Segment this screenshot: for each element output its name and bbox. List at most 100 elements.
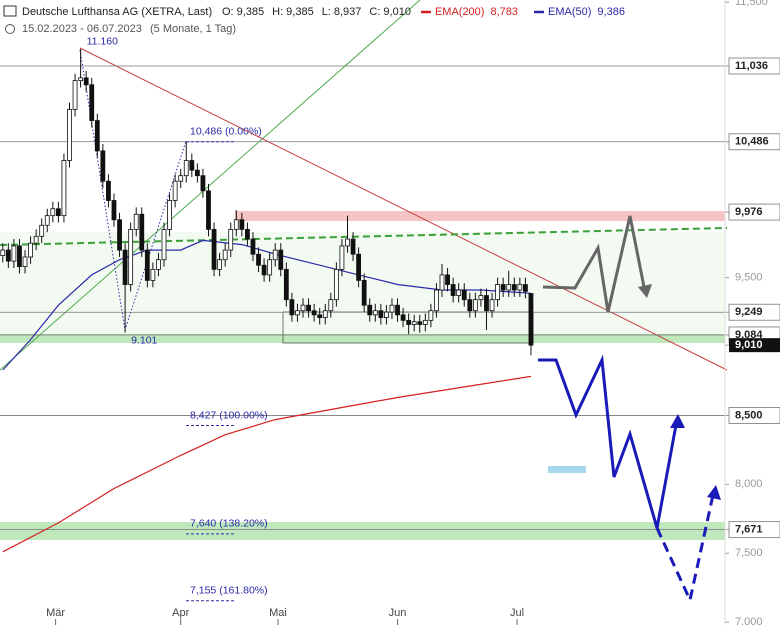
pivot-label: 9.101 <box>131 334 157 346</box>
candle-body <box>361 279 367 306</box>
support-zone <box>0 522 725 540</box>
candle-body <box>367 304 373 316</box>
candle-body <box>395 304 400 316</box>
candle-body <box>528 293 534 346</box>
candle-body <box>267 259 273 276</box>
y-tick-label: 9,500 <box>735 272 763 284</box>
candle-body <box>389 304 395 313</box>
uptrend-line <box>0 0 421 371</box>
candle-body <box>378 310 384 318</box>
legend-value: 9,386 <box>597 6 625 18</box>
candle-body <box>495 284 501 301</box>
candle-body <box>156 259 161 270</box>
candle-body <box>467 299 473 312</box>
candle-body <box>17 245 22 268</box>
target-marker <box>548 466 586 473</box>
candle-body <box>295 310 300 316</box>
x-tick-label: Mai <box>269 607 287 619</box>
candle-body <box>211 229 217 270</box>
candle-body <box>350 238 356 255</box>
quote-value: 9,010 <box>383 6 411 18</box>
plot <box>0 1 729 623</box>
y-tick-label: 11,036 <box>735 60 768 72</box>
candle-body <box>144 249 150 281</box>
candle-body <box>272 249 278 261</box>
quote-name: L: <box>322 6 331 18</box>
candle-body <box>183 160 189 177</box>
candle-body <box>472 299 478 312</box>
candle-body <box>178 175 184 182</box>
x-tick-label: Mär <box>46 607 65 619</box>
pivot-label: 11.160 <box>87 36 118 48</box>
candle-body <box>300 304 306 312</box>
candle-body <box>278 249 284 270</box>
y-tick-label: 9,249 <box>735 306 763 318</box>
candle-body <box>239 219 245 230</box>
candle-body <box>78 77 84 82</box>
quote-value: 9,385 <box>286 6 314 18</box>
candle-body <box>133 213 139 230</box>
y-label-box <box>728 133 780 151</box>
x-tick-label: Jul <box>510 607 524 619</box>
downtrend-line <box>79 47 728 371</box>
candle-body <box>222 249 228 261</box>
legend-label: EMA(200) <box>435 6 485 18</box>
candle-body <box>506 284 512 291</box>
y-tick-label: 8,000 <box>735 478 763 490</box>
candle-body <box>384 311 389 318</box>
support-zone <box>0 334 725 343</box>
candle-body <box>200 175 206 192</box>
candle-body <box>434 289 439 312</box>
candle-body <box>261 264 267 276</box>
candle-body <box>311 310 317 316</box>
candle-body <box>206 190 211 230</box>
candle-body <box>83 77 89 86</box>
quote-name: C: <box>369 6 380 18</box>
quote-value: 8,937 <box>334 6 362 18</box>
ema-line <box>2 239 532 371</box>
candle-body <box>33 235 39 244</box>
candle-body <box>422 319 428 325</box>
candle-body <box>61 160 67 217</box>
candle-body <box>172 180 178 201</box>
candle-body <box>0 249 6 256</box>
clock-icon <box>5 24 15 34</box>
forecast-path <box>655 494 715 605</box>
quote-name: O: <box>222 6 234 18</box>
candle-body <box>289 299 295 316</box>
candle-body <box>111 200 117 221</box>
candle-body <box>283 268 289 301</box>
candle-body <box>400 314 406 321</box>
candle-body <box>345 238 350 247</box>
y-label-box <box>728 203 780 221</box>
y-tick-label: 7,671 <box>735 524 763 536</box>
candle-body <box>22 256 28 268</box>
candle-body <box>333 268 339 301</box>
y-label-box <box>729 338 780 353</box>
forecast-path <box>538 354 678 529</box>
legend-label: EMA(50) <box>548 6 591 18</box>
arrowhead <box>670 414 685 428</box>
candle-body <box>356 253 362 281</box>
candle-body <box>245 229 250 240</box>
candle-body <box>106 180 111 201</box>
candle-body <box>117 219 122 251</box>
candle-body <box>517 284 523 291</box>
fib-label: 7,640 (138.20%) <box>190 518 268 530</box>
y-tick-label: 8,500 <box>735 409 763 421</box>
candle-body <box>139 213 145 251</box>
ema-line <box>2 375 532 553</box>
resistance-zone <box>235 211 725 221</box>
candle-body <box>456 289 462 296</box>
candle-body <box>256 253 261 266</box>
y-tick-label: 11,500 <box>735 0 768 8</box>
candle-body <box>39 224 45 237</box>
candle-body <box>167 200 172 230</box>
period: (5 Monate, 1 Tag) <box>150 23 236 35</box>
candle-body <box>417 321 423 325</box>
candle-body <box>450 284 456 296</box>
candle-body <box>406 319 412 325</box>
quote-value: 9,385 <box>237 6 265 18</box>
candle-body <box>100 150 106 182</box>
